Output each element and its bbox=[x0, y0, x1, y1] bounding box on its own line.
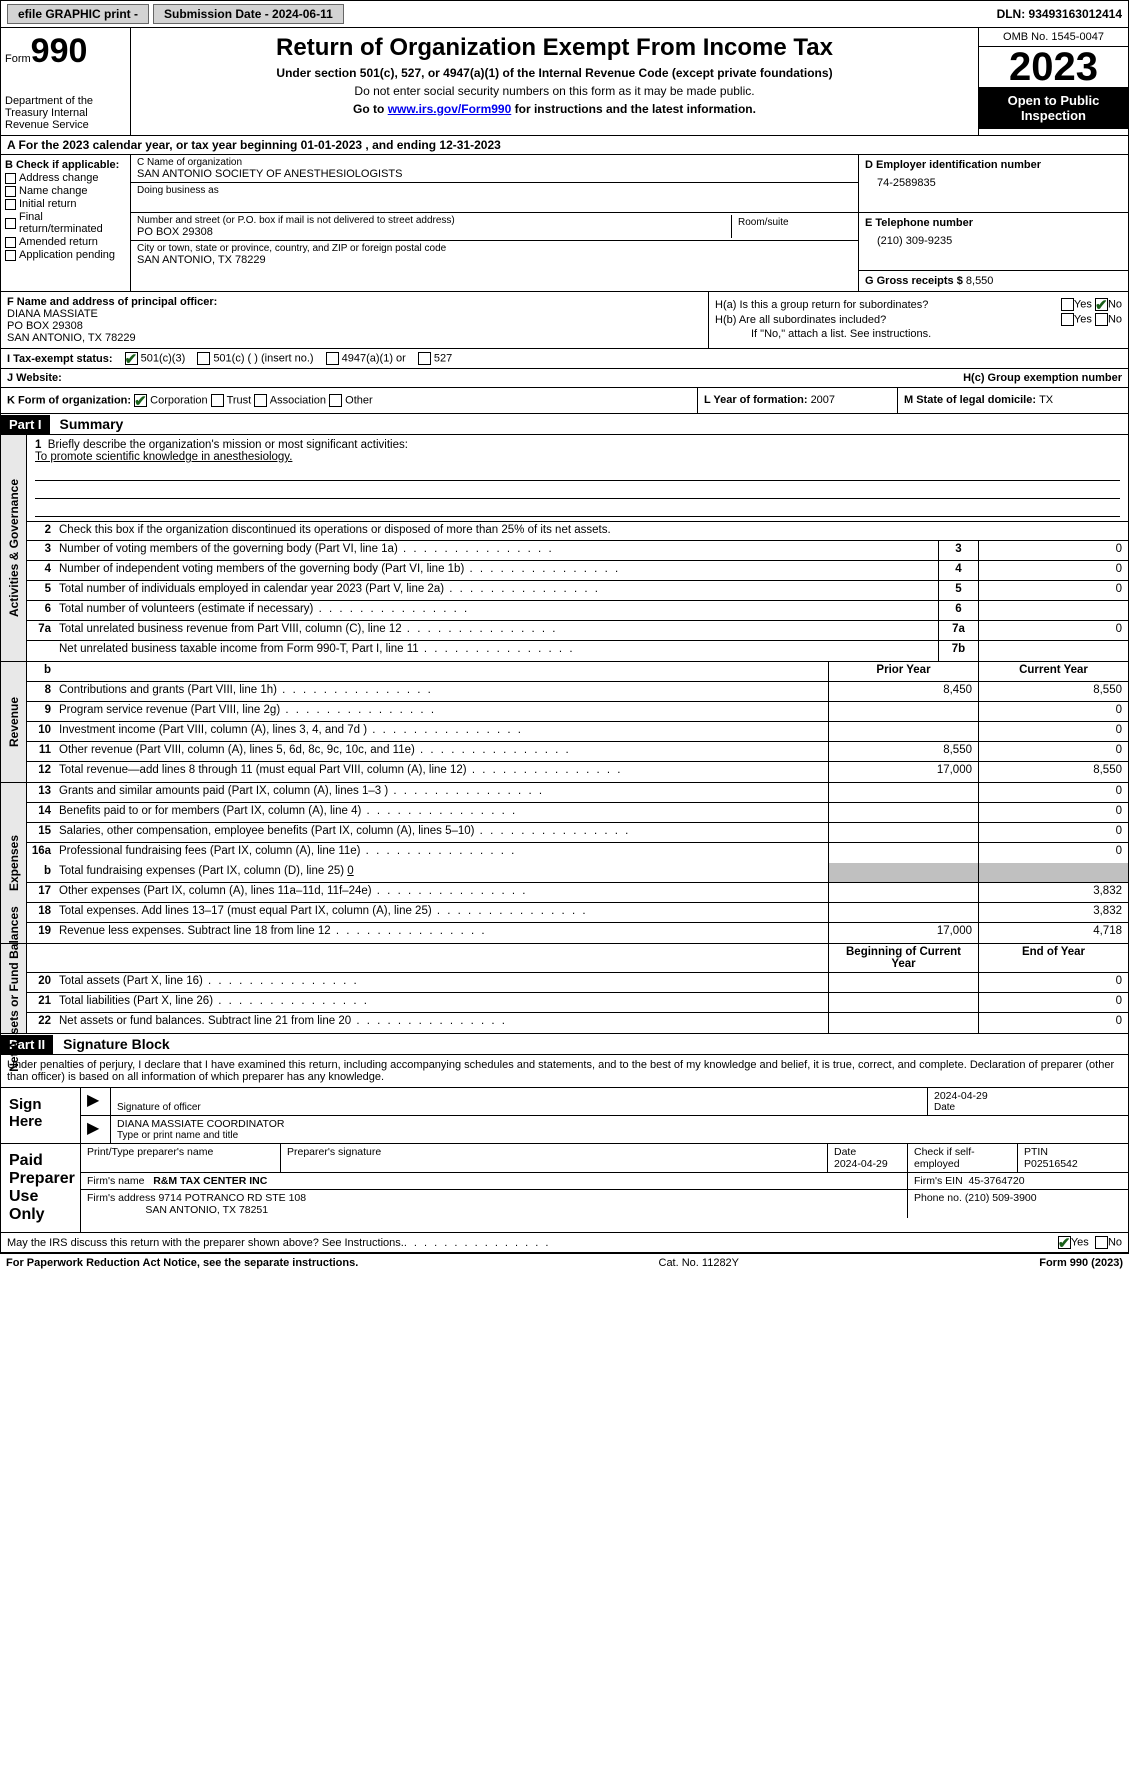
irs-link[interactable]: www.irs.gov/Form990 bbox=[388, 102, 512, 116]
officer-name: DIANA MASSIATE bbox=[7, 308, 702, 320]
entity-block: B Check if applicable: Address change Na… bbox=[0, 155, 1129, 292]
city-state-zip: SAN ANTONIO, TX 78229 bbox=[137, 254, 852, 266]
expenses: Expenses 13Grants and similar amounts pa… bbox=[0, 783, 1129, 944]
form-ssn-notice: Do not enter social security numbers on … bbox=[137, 84, 972, 98]
sign-here: Sign Here ▶ Signature of officer2024-04-… bbox=[0, 1088, 1129, 1144]
revenue: Revenue bPrior YearCurrent Year 8Contrib… bbox=[0, 662, 1129, 783]
topbar: efile GRAPHIC print - Submission Date - … bbox=[0, 0, 1129, 28]
efile-print-button[interactable]: efile GRAPHIC print - bbox=[7, 4, 149, 24]
ein: 74-2589835 bbox=[865, 177, 1122, 189]
public-inspection: Open to Public Inspection bbox=[979, 87, 1128, 129]
mission-text: To promote scientific knowledge in anest… bbox=[35, 451, 292, 463]
activities-governance: Activities & Governance 1 Briefly descri… bbox=[0, 435, 1129, 662]
irs-discuss: May the IRS discuss this return with the… bbox=[0, 1233, 1129, 1253]
form-title: Return of Organization Exempt From Incom… bbox=[137, 34, 972, 62]
part2-header: Part IISignature Block bbox=[0, 1034, 1129, 1055]
period-row: A For the 2023 calendar year, or tax yea… bbox=[0, 136, 1129, 155]
k-org-row: K Form of organization: Corporation Trus… bbox=[0, 388, 1129, 414]
box-deg: D Employer identification number74-25898… bbox=[858, 155, 1128, 291]
dln: DLN: 93493163012414 bbox=[997, 7, 1122, 21]
tax-year: 2023 bbox=[979, 47, 1128, 87]
penalties-text: Under penalties of perjury, I declare th… bbox=[0, 1055, 1129, 1088]
dept-treasury: Department of the Treasury Internal Reve… bbox=[5, 95, 126, 131]
box-c: C Name of organizationSAN ANTONIO SOCIET… bbox=[131, 155, 858, 291]
part1-header: Part ISummary bbox=[0, 414, 1129, 435]
street: PO BOX 29308 bbox=[137, 226, 731, 238]
form-instructions: Go to www.irs.gov/Form990 for instructio… bbox=[137, 102, 972, 116]
submission-date: Submission Date - 2024-06-11 bbox=[153, 4, 344, 24]
form-number: Form990 bbox=[5, 32, 126, 71]
gross-receipts: 8,550 bbox=[966, 275, 994, 287]
website-row: J Website: H(c) Group exemption number bbox=[0, 369, 1129, 388]
org-name: SAN ANTONIO SOCIETY OF ANESTHESIOLOGISTS bbox=[137, 168, 852, 180]
box-b: B Check if applicable: Address change Na… bbox=[1, 155, 131, 291]
form-subtitle: Under section 501(c), 527, or 4947(a)(1)… bbox=[137, 66, 972, 80]
tax-exempt-row: I Tax-exempt status: 501(c)(3) 501(c) ( … bbox=[0, 349, 1129, 369]
phone: (210) 309-9235 bbox=[865, 235, 1122, 247]
paid-preparer: Paid Preparer Use Only Print/Type prepar… bbox=[0, 1144, 1129, 1233]
net-assets: Net Assets or Fund Balances Beginning of… bbox=[0, 944, 1129, 1034]
officer-group-block: F Name and address of principal officer:… bbox=[0, 292, 1129, 349]
footer: For Paperwork Reduction Act Notice, see … bbox=[0, 1253, 1129, 1272]
form-header: Form990 Department of the Treasury Inter… bbox=[0, 28, 1129, 136]
